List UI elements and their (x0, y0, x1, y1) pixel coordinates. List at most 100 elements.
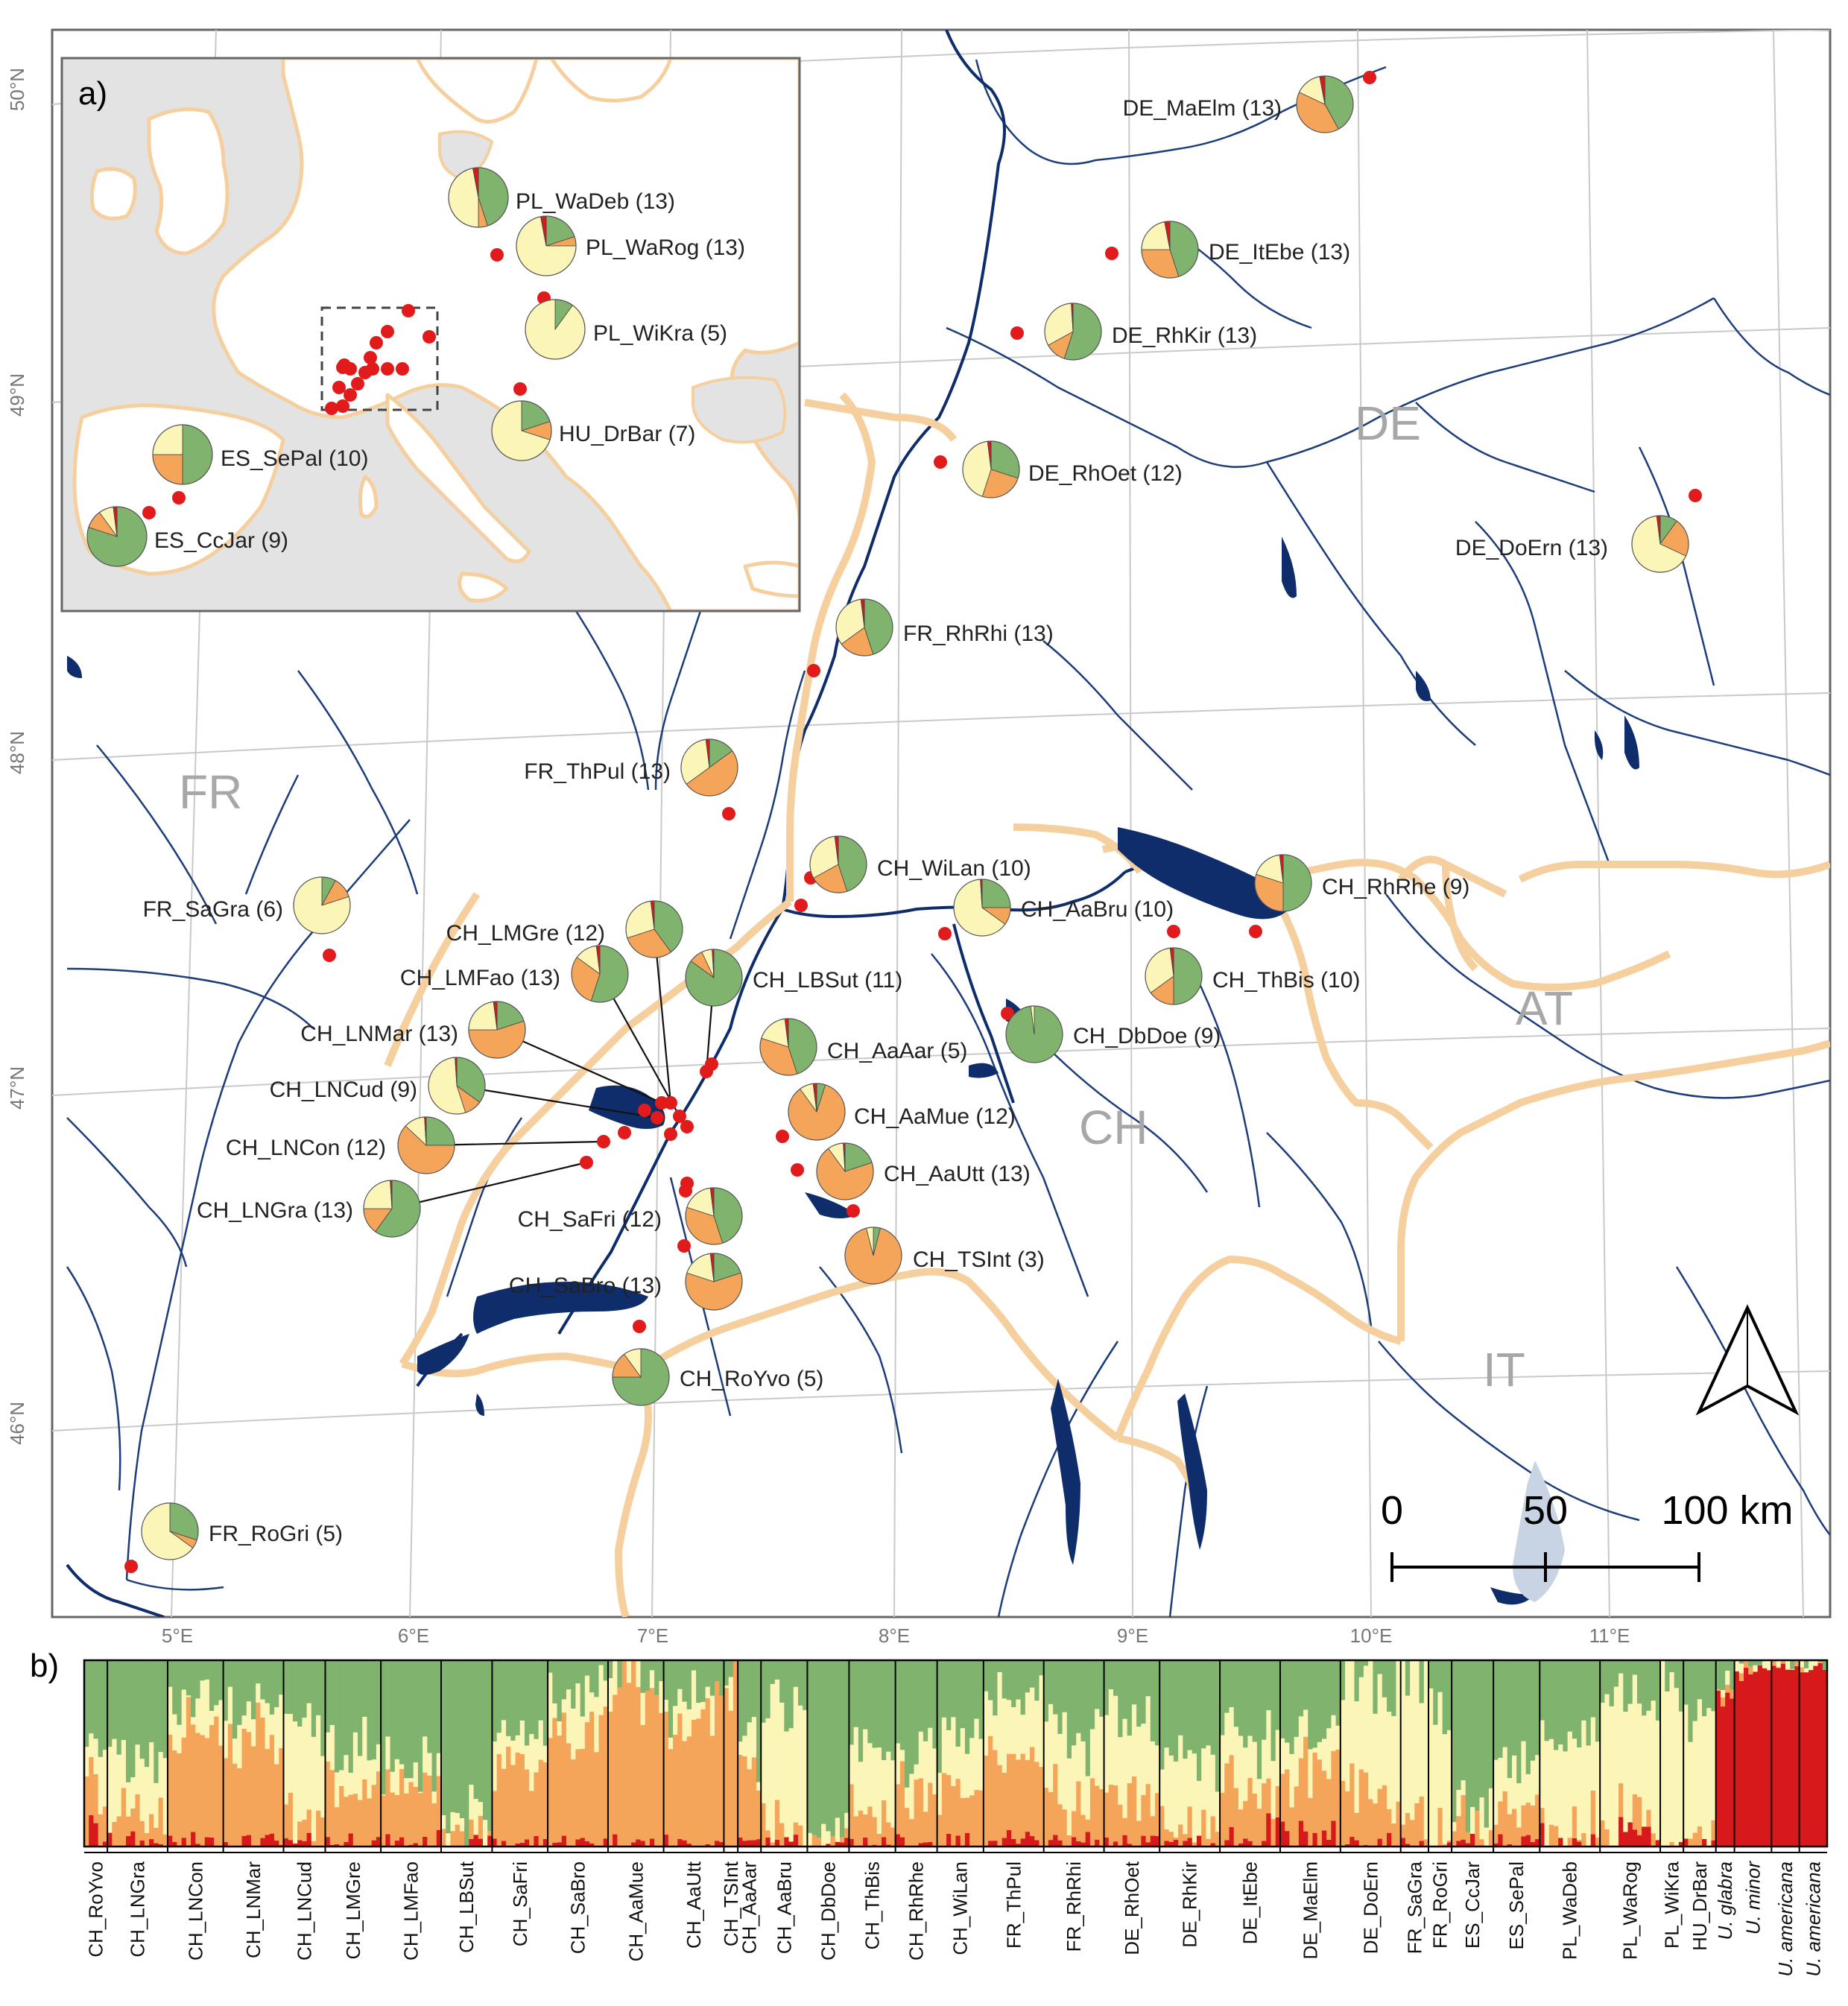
bar-segment (839, 1837, 845, 1843)
bar-segment (195, 1660, 201, 1699)
bar-segment (1498, 1834, 1504, 1847)
bar-segment (376, 1744, 382, 1772)
bar-segment (686, 1736, 692, 1844)
site-dot-ch-royvo (633, 1320, 646, 1333)
bar-segment (158, 1797, 164, 1844)
bar-segment (1224, 1660, 1230, 1713)
inset-site-dot (423, 330, 436, 344)
bar-segment (1173, 1837, 1179, 1840)
bar-segment (747, 1722, 753, 1770)
bar-segment (1363, 1772, 1369, 1845)
pie-de-itebe (1141, 221, 1199, 279)
bar-segment (839, 1842, 845, 1847)
bar-group-pl-warog (1600, 1660, 1661, 1847)
bar-segment (1196, 1660, 1202, 1781)
bar-segment (849, 1784, 855, 1839)
bar-segment (464, 1660, 469, 1847)
scale-bar: 0 50 100 km (1381, 1488, 1794, 1582)
bar-segment (738, 1660, 743, 1742)
bar-segment (960, 1797, 966, 1847)
pop-label-de-rhkir: DE_RhKir (13) (1112, 323, 1257, 348)
bar-segment (348, 1772, 354, 1795)
bar-segment (1159, 1769, 1165, 1806)
bar-segment (1270, 1761, 1276, 1819)
bar-segment (914, 1779, 920, 1847)
bar-segment (1581, 1720, 1587, 1834)
bar-segment (154, 1827, 159, 1844)
pie-ch-tsint (844, 1227, 902, 1285)
pop-label-ch-rhrhe: CH_RhRhe (9) (1322, 875, 1469, 899)
bar-label-ch-dbdoe: CH_DbDoe (817, 1861, 839, 1961)
bar-segment (969, 1660, 975, 1738)
bar-segment (172, 1714, 178, 1750)
bar-segment (969, 1738, 975, 1796)
bar-segment (112, 1738, 118, 1822)
bar-segment (654, 1695, 659, 1847)
pop-label-ch-thbis: CH_ThBis (10) (1212, 968, 1360, 993)
bar-segment (1030, 1687, 1035, 1747)
bar-segment (515, 1660, 521, 1736)
bar-segment (302, 1820, 308, 1841)
bar-segment (1266, 1710, 1272, 1779)
bar-segment (191, 1724, 196, 1832)
bar-segment (237, 1724, 243, 1768)
bar-segment (139, 1660, 145, 1759)
lat-label: 47°N (6, 1066, 28, 1110)
bar-group-u-americana (1799, 1660, 1828, 1847)
bar-group-ch-aautt (663, 1660, 725, 1847)
bar-segment (478, 1660, 484, 1803)
bar-segment (1382, 1660, 1387, 1697)
bar-segment (1321, 1660, 1327, 1739)
pie-fr-rhrhi (835, 598, 893, 656)
bar-segment (1720, 1706, 1726, 1847)
bar-segment (1104, 1715, 1110, 1793)
bar-segment (1210, 1660, 1216, 1755)
bar-segment (1525, 1774, 1531, 1803)
bar-segment (788, 1841, 794, 1847)
bar-segment (1396, 1801, 1402, 1847)
pop-label-ch-dbdoe: CH_DbDoe (9) (1073, 1024, 1221, 1048)
bar-segment (311, 1841, 317, 1847)
bar-segment (1577, 1747, 1582, 1840)
bar-segment (181, 1737, 187, 1838)
pie-ch-rhrhe (1254, 854, 1312, 912)
bar-segment (1317, 1660, 1323, 1742)
bar-segment (385, 1660, 391, 1737)
site-dot (618, 1126, 631, 1139)
bar-segment (1803, 1668, 1809, 1673)
inset-pop-label-hu-drbar: HU_DrBar (7) (559, 422, 695, 446)
bar-label-fr-rogri: FR_RoGri (1429, 1861, 1452, 1949)
bar-group-de-rhkir (1159, 1660, 1221, 1847)
bar-segment (1521, 1660, 1527, 1741)
bar-segment (135, 1744, 141, 1794)
bar-segment (1145, 1842, 1151, 1847)
bar-segment (1655, 1840, 1661, 1847)
bar-segment (844, 1660, 850, 1813)
bar-segment (139, 1840, 145, 1847)
bar-segment (473, 1660, 479, 1800)
site-dot-fr-rogri (124, 1560, 138, 1573)
bar-segment (1238, 1736, 1244, 1810)
bar-segment (686, 1660, 692, 1709)
bar-segment (557, 1660, 563, 1721)
bar-segment (830, 1660, 836, 1837)
bar-segment (1400, 1838, 1406, 1847)
bar-segment (1813, 1665, 1819, 1666)
bar-segment (793, 1835, 799, 1847)
bar-segment (172, 1841, 178, 1847)
bar-segment (756, 1782, 762, 1791)
site-dot-ch-lnmar (655, 1096, 668, 1110)
bar-segment (881, 1759, 887, 1800)
bar-segment (1340, 1700, 1346, 1781)
pop-label-ch-aabru: CH_AaBru (10) (1021, 897, 1174, 922)
bar-segment (1461, 1660, 1466, 1781)
bar-segment (784, 1660, 790, 1732)
bar-segment (1762, 1661, 1768, 1668)
bar-segment (455, 1824, 461, 1847)
bar-segment (1595, 1837, 1601, 1847)
bar-segment (853, 1660, 859, 1727)
bar-segment (728, 1677, 734, 1711)
bar-segment (1809, 1670, 1814, 1847)
bar-segment (125, 1660, 131, 1782)
population-labels: DE_MaElm (13) DE_ItEbe (13) DE_RhKir (13) D… (143, 96, 1608, 1546)
